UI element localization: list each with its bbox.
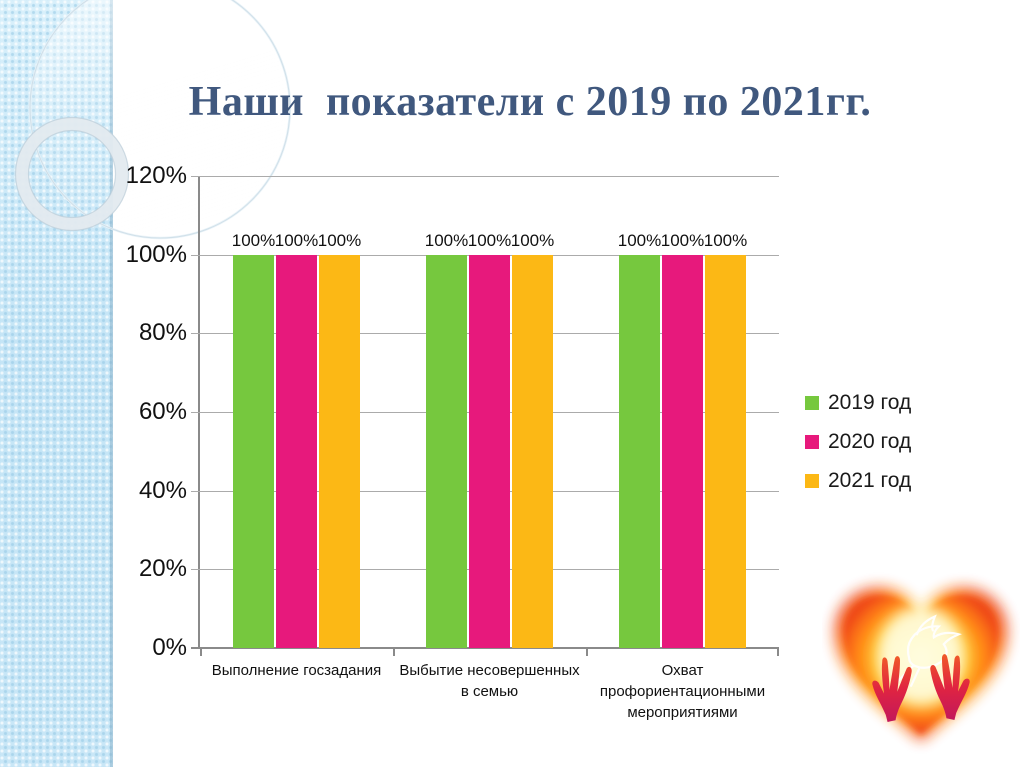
bar-2020-cat2 <box>469 254 510 648</box>
y-axis-tick-label: 100% <box>125 240 187 268</box>
x-axis-line <box>191 647 779 649</box>
bar-2021-cat2 <box>512 254 553 648</box>
bar-2019-cat3 <box>619 254 660 648</box>
bar-value-label: 100% <box>703 230 748 250</box>
legend-swatch <box>805 435 819 449</box>
y-axis-tick-label: 40% <box>138 476 187 504</box>
y-axis-tick-label: 60% <box>138 398 187 425</box>
bar-2019-cat2 <box>426 254 467 648</box>
legend-swatch <box>805 396 819 410</box>
bar-value-label: 100% <box>660 230 705 250</box>
legend-item: 2020 год <box>805 429 911 455</box>
x-axis-tick <box>777 648 779 656</box>
slide-title: Наши показатели с 2019 по 2021гг. <box>188 79 872 126</box>
x-axis-category-label: Охват профориентационными мероприятиями <box>599 662 766 721</box>
bar-2019-cat1 <box>233 254 274 648</box>
bar-value-label: 100% <box>617 230 662 250</box>
legend-label: 2021 год <box>828 469 912 492</box>
gridline <box>191 176 779 177</box>
x-axis-category-label: Выполнение госзадания <box>211 662 382 679</box>
bar-value-label: 100% <box>510 230 555 250</box>
y-axis-tick-label: 120% <box>125 162 187 189</box>
bar-2020-cat3 <box>662 254 703 648</box>
y-axis-tick-label: 80% <box>138 319 187 347</box>
legend-label: 2019 год <box>828 391 912 414</box>
chart-plot-area: 120% 100% 80% 60% 40% 20% 0% 100% 100% 100% Выполн… <box>126 162 779 721</box>
legend-label: 2020 год <box>828 430 912 453</box>
heart-dove-emblem <box>834 587 1008 742</box>
bar-chart: 120% 100% 80% 60% 40% 20% 0% 100% 100% 100% Выполн… <box>126 162 779 721</box>
chart-legend: 2019 год 2020 год 2021 год <box>805 390 911 507</box>
y-axis-tick-label: 20% <box>138 555 187 583</box>
bar-value-label: 100% <box>317 230 362 250</box>
x-axis-tick <box>393 648 395 656</box>
legend-item: 2021 год <box>805 468 911 494</box>
y-axis-tick-label: 0% <box>152 634 187 661</box>
bar-value-label: 100% <box>467 230 512 250</box>
hands-icon <box>872 654 970 722</box>
bar-2020-cat1 <box>276 254 317 648</box>
bar-value-label: 100% <box>231 230 276 250</box>
legend-item: 2019 год <box>805 390 911 416</box>
x-axis-tick <box>586 648 588 656</box>
x-axis-category-label: Выбытие несовершенных в семью <box>399 662 580 700</box>
x-axis-tick <box>200 648 202 656</box>
legend-swatch <box>805 474 819 488</box>
bar-value-label: 100% <box>424 230 469 250</box>
bar-value-label: 100% <box>274 230 319 250</box>
bar-2021-cat1 <box>319 254 360 648</box>
bar-2021-cat3 <box>705 254 746 648</box>
